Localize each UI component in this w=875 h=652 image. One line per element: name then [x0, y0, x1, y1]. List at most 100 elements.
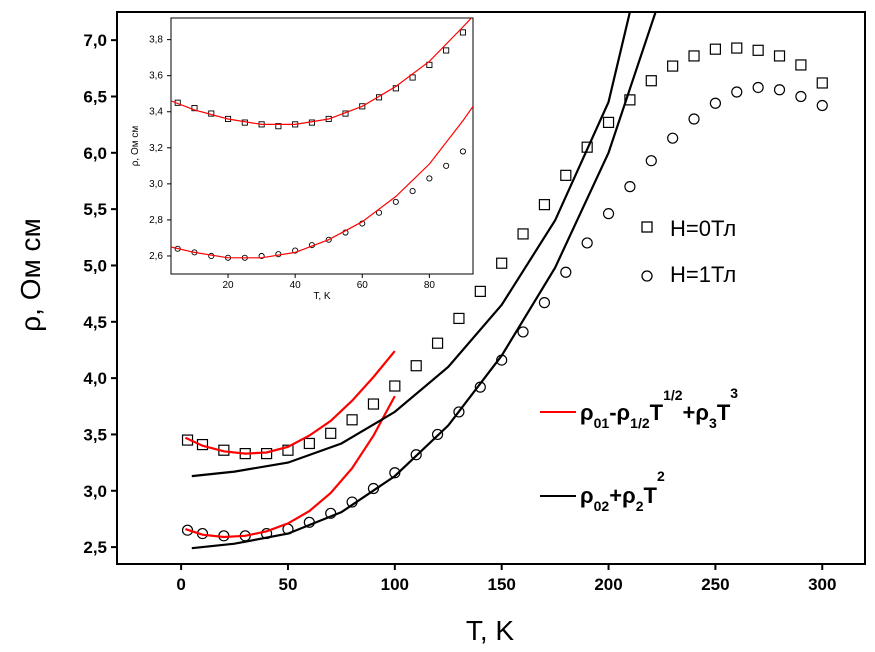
- main-series-5-line: [191, 12, 657, 550]
- main-series-1-circle-point: [688, 113, 700, 125]
- main-series-0-square-point: [645, 75, 657, 87]
- main-series-0-square-point: [816, 77, 828, 89]
- formula-red: ρ01-ρ1/2T1/2+ρ3T3: [580, 385, 738, 431]
- main-series-0-square-point: [709, 43, 722, 55]
- main-y-tick-label: 6,0: [83, 144, 107, 163]
- inset-series-2-line: [171, 18, 473, 125]
- main-series-0-square-point: [602, 116, 615, 129]
- main-y-tick-label: 4,5: [83, 313, 107, 332]
- inset-series-1-circle-point: [459, 148, 466, 155]
- inset-x-tick-label: 80: [424, 280, 436, 291]
- main-y-tick-label: 3,0: [83, 482, 107, 501]
- inset-series-0-square-point: [459, 29, 466, 36]
- inset-y-axis-label: ρ, Ом см: [130, 126, 141, 167]
- main-series-1-circle-point: [517, 326, 529, 338]
- inset-y-tick-label: 2,8: [149, 215, 163, 226]
- inset-series-3-line: [171, 105, 473, 259]
- main-series-2-line: [184, 350, 396, 455]
- main-series-1-circle-point: [602, 208, 615, 220]
- inset-series-0-square-point: [191, 105, 198, 112]
- main-series-0-square-point: [282, 444, 294, 456]
- inset-series-0-square-point: [443, 47, 450, 54]
- legend-square-marker: [641, 221, 653, 233]
- inset-y-tick-label: 2,6: [149, 251, 163, 262]
- inset-plot: 20 40 60 80 2,6 2,8 3,0 3,2 3,4 3,6 3,8 T, K ρ, Ом с…: [130, 17, 474, 302]
- inset-series-0-square-point: [275, 123, 282, 130]
- inset-series-1-circle-point: [426, 175, 433, 182]
- legend: H=0Тл H=1Тл: [641, 216, 736, 287]
- inset-y-tick-label: 3,4: [149, 107, 163, 118]
- main-y-tick-label: 5,0: [83, 256, 107, 275]
- main-series-0-square-point: [474, 285, 486, 297]
- inset-series-1-circle-point: [392, 198, 399, 205]
- main-series-0-square-point: [367, 398, 380, 410]
- main-series-1-circle-point: [795, 90, 807, 103]
- inset-series-1-circle-point: [375, 209, 383, 216]
- main-y-tick-label: 3,5: [83, 425, 107, 444]
- legend-label-h1: H=1Тл: [670, 262, 736, 287]
- legend-label-h0: H=0Тл: [670, 216, 736, 241]
- inset-y-tick-label: 3,2: [149, 143, 163, 154]
- main-series-0-square-point: [453, 312, 465, 325]
- main-series-0-square-point: [431, 337, 444, 349]
- inset-frame: [170, 17, 474, 275]
- main-series-0-square-point: [731, 42, 743, 54]
- main-series-0-square-point: [624, 94, 636, 106]
- main-series-0-square-point: [560, 169, 572, 181]
- y-axis-label: ρ, Ом см: [15, 218, 46, 332]
- main-series-1-circle-point: [773, 84, 786, 96]
- main-series-1-circle-point: [538, 297, 551, 309]
- main-y-tick-label: 7,0: [83, 31, 107, 50]
- main-series-1-circle-point: [752, 81, 764, 94]
- main-x-tick-label: 250: [701, 575, 729, 594]
- inset-series-area: [171, 18, 473, 261]
- main-series-1-circle-point: [560, 266, 572, 278]
- legend-circle-marker: [641, 270, 653, 282]
- main-series-0-square-point: [752, 44, 764, 56]
- main-series-0-square-point: [325, 427, 337, 439]
- main-series-0-square-point: [688, 50, 700, 62]
- main-x-tick-label: 150: [487, 575, 515, 594]
- inset-y-tick-label: 3,0: [149, 179, 163, 190]
- main-series-0-square-point: [795, 59, 807, 71]
- main-series-1-circle-point: [581, 237, 593, 249]
- inset-y-tick-label: 3,8: [149, 35, 163, 46]
- main-series-area: [181, 12, 828, 550]
- main-series-0-square-point: [496, 257, 508, 269]
- main-series-0-square-point: [410, 360, 422, 372]
- main-series-0-square-point: [303, 437, 315, 450]
- main-y-tick-label: 6,5: [83, 87, 107, 106]
- inset-x-tick-label: 40: [290, 280, 302, 291]
- inset-series-1-circle-point: [443, 162, 450, 169]
- inset-series-0-square-point: [409, 74, 416, 81]
- main-x-tick-label: 300: [808, 575, 836, 594]
- main-x-tick-label: 0: [176, 575, 185, 594]
- main-series-0-square-point: [773, 50, 786, 62]
- formula-black: ρ02+ρ2T2: [580, 468, 665, 514]
- main-y-tick-label: 5,5: [83, 200, 107, 219]
- main-x-tick-label: 50: [279, 575, 298, 594]
- legend-fit-red: ρ01-ρ1/2T1/2+ρ3T3: [540, 385, 738, 431]
- main-series-1-circle-point: [645, 155, 657, 167]
- main-series-3-line: [185, 395, 396, 539]
- main-series-0-square-point: [346, 414, 358, 426]
- main-series-1-circle-point: [816, 99, 828, 112]
- main-series-0-square-point: [517, 228, 529, 240]
- main-series-1-circle-point: [624, 181, 636, 193]
- main-series-1-circle-point: [709, 97, 722, 109]
- inset-x-axis-label: T, K: [313, 291, 331, 302]
- inset-series-0-square-point: [426, 61, 433, 68]
- main-series-1-circle-point: [731, 86, 743, 98]
- main-series-4-line: [191, 12, 631, 478]
- x-axis-label: T, K: [466, 615, 515, 646]
- inset-y-tick-label: 3,6: [149, 71, 163, 82]
- inset-x-tick-label: 60: [357, 280, 369, 291]
- inset-x-tick-label: 20: [222, 280, 234, 291]
- main-series-0-square-point: [389, 380, 401, 392]
- main-series-0-square-point: [538, 199, 551, 211]
- main-x-tick-label: 200: [594, 575, 622, 594]
- main-series-1-circle-point: [667, 132, 679, 144]
- inset-series-1-circle-point: [409, 188, 416, 195]
- legend-fit-black: ρ02+ρ2T2: [540, 468, 665, 514]
